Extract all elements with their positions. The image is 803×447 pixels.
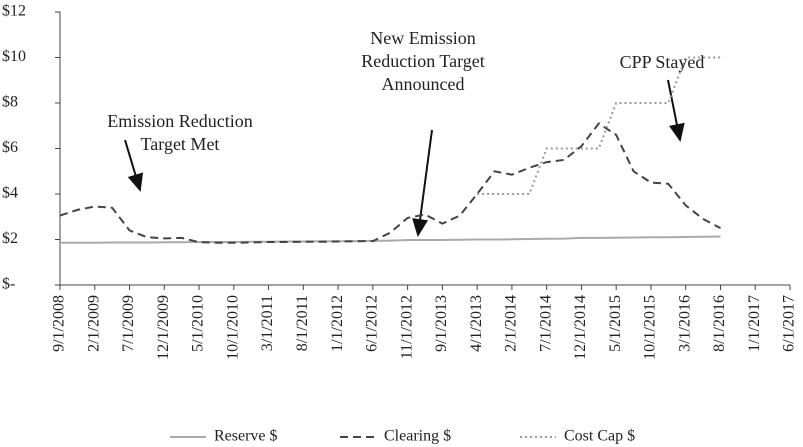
x-tick-label: 8/1/2016	[711, 295, 728, 352]
legend-label: Cost Cap $	[564, 428, 635, 445]
x-tick-label: 1/1/2017	[746, 295, 763, 352]
x-tick-label: 7/1/2014	[537, 295, 554, 352]
x-tick-label: 10/1/2015	[642, 295, 659, 360]
annotation: Target Met	[141, 134, 220, 154]
y-tick-label: $-	[2, 276, 15, 293]
x-tick-label: 5/1/2010	[190, 295, 207, 352]
x-tick-label: 1/1/2012	[329, 295, 346, 352]
x-tick-label: 9/1/2008	[51, 295, 68, 352]
x-tick-label: 11/1/2012	[398, 295, 415, 359]
x-tick-label: 6/1/2012	[364, 295, 381, 352]
y-tick-label: $10	[2, 48, 26, 65]
legend-label: Reserve $	[214, 428, 278, 445]
x-tick-label: 10/1/2010	[224, 295, 241, 360]
x-tick-label: 2/1/2014	[503, 295, 520, 352]
annotation: Announced	[382, 74, 465, 94]
y-tick-label: $12	[2, 3, 26, 20]
arrow	[667, 79, 685, 142]
arrow	[124, 139, 144, 192]
x-tick-label: 12/1/2009	[155, 295, 172, 360]
x-tick-label: 9/1/2013	[433, 295, 450, 352]
legend-label: Clearing $	[384, 428, 451, 445]
x-tick-label: 7/1/2009	[120, 295, 137, 352]
y-tick-label: $8	[2, 94, 18, 111]
y-tick-label: $2	[2, 230, 18, 247]
x-tick-label: 6/1/2017	[781, 295, 798, 352]
y-tick-label: $6	[2, 139, 18, 156]
x-tick-label: 8/1/2011	[294, 295, 311, 351]
annotation: Reduction Target	[361, 51, 485, 71]
x-tick-label: 4/1/2013	[468, 295, 485, 352]
x-tick-label: 12/1/2014	[572, 295, 589, 360]
annotation: New Emission	[370, 28, 476, 48]
series-line	[477, 56, 721, 195]
annotation: CPP Stayed	[620, 52, 705, 72]
x-tick-label: 3/1/2016	[676, 295, 693, 352]
x-tick-label: 5/1/2015	[607, 295, 624, 352]
series-line	[59, 122, 721, 244]
annotation: Emission Reduction	[107, 111, 253, 131]
x-tick-label: 3/1/2011	[259, 295, 276, 351]
arrow	[412, 129, 433, 237]
series-line	[60, 235, 721, 244]
x-tick-label: 2/1/2009	[85, 295, 102, 352]
y-tick-label: $4	[2, 185, 18, 202]
